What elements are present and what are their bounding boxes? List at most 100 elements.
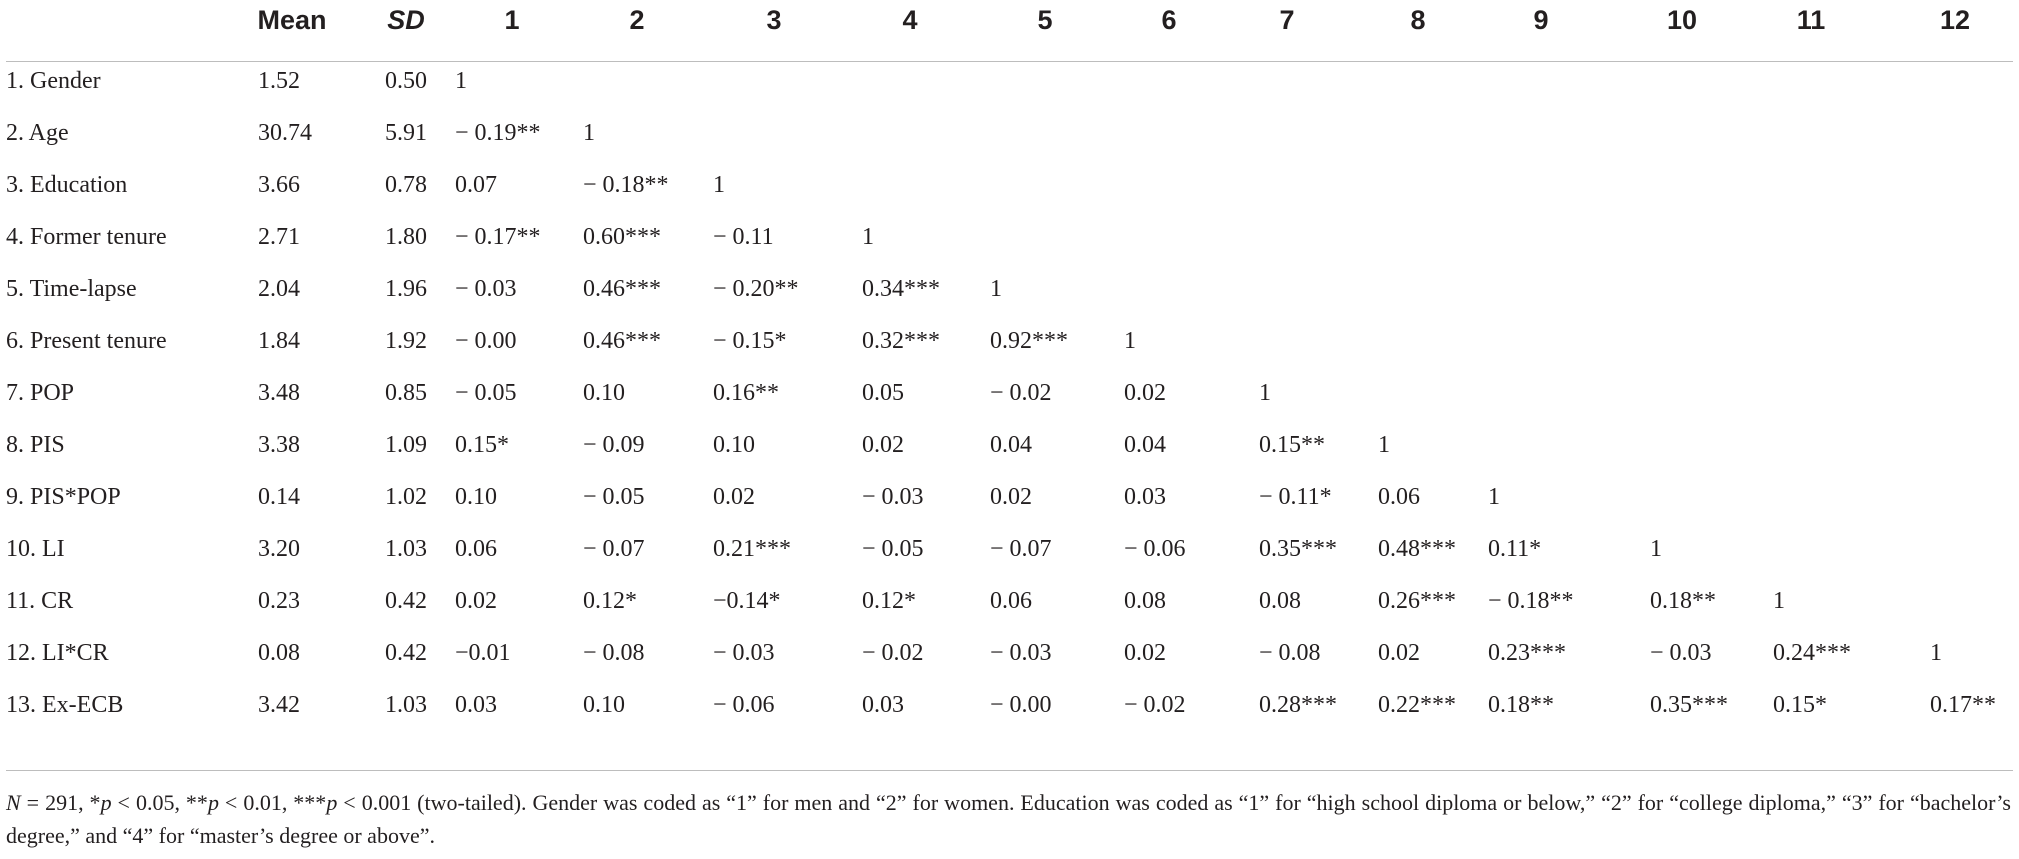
table-cell: 0.02 — [1124, 380, 1166, 406]
footnote-text: < 0.05, ** — [111, 790, 208, 815]
footnote-p: p — [326, 790, 338, 815]
table-cell: − 0.02 — [990, 380, 1052, 406]
table-cell: 1 — [990, 276, 1002, 302]
column-header: 3 — [766, 5, 782, 35]
table-cell: 1.52 — [258, 68, 300, 94]
table-cell: 0.26*** — [1378, 588, 1456, 614]
table-cell: − 0.03 — [713, 640, 775, 666]
table-cell: 0.21*** — [713, 536, 791, 562]
table-cell: 1.84 — [258, 328, 300, 354]
column-header: 6 — [1161, 5, 1177, 35]
table-cell: − 0.06 — [1124, 536, 1186, 562]
table-cell: 0.50 — [385, 68, 427, 94]
table-cell: 3.38 — [258, 432, 300, 458]
table-cell: 0.78 — [385, 172, 427, 198]
row-label: 9. PIS*POP — [6, 484, 121, 510]
row-label: 6. Present tenure — [6, 328, 167, 354]
table-cell: 0.42 — [385, 588, 427, 614]
table-cell: 0.08 — [1259, 588, 1301, 614]
row-label: 4. Former tenure — [6, 224, 167, 250]
row-label: 1. Gender — [6, 68, 101, 94]
column-header: 10 — [1666, 5, 1698, 35]
table-cell: 1 — [1124, 328, 1136, 354]
table-cell: 0.08 — [258, 640, 300, 666]
table-cell: − 0.19** — [455, 120, 541, 146]
table-cell: − 0.03 — [1650, 640, 1712, 666]
table-cell: 1 — [862, 224, 874, 250]
table-cell: 0.03 — [455, 692, 497, 718]
row-label: 11. CR — [6, 588, 74, 614]
table-cell: −0.01 — [455, 640, 511, 666]
table-cell: − 0.07 — [583, 536, 645, 562]
table-cell: − 0.11 — [713, 224, 774, 250]
table-cell: 1 — [1488, 484, 1500, 510]
row-label: 10. LI — [6, 536, 65, 562]
table-cell: 0.85 — [385, 380, 427, 406]
table-cell: − 0.08 — [1259, 640, 1321, 666]
table-cell: − 0.03 — [990, 640, 1052, 666]
table-cell: − 0.00 — [990, 692, 1052, 718]
table-cell: 0.02 — [862, 432, 904, 458]
table-cell: 0.02 — [455, 588, 497, 614]
table-cell: 0.15* — [455, 432, 509, 458]
table-cell: 0.12* — [583, 588, 637, 614]
column-header: SD — [387, 5, 425, 35]
table-cell: 1 — [1259, 380, 1271, 406]
table-cell: 1 — [1378, 432, 1390, 458]
table-cell: 5.91 — [385, 120, 427, 146]
table-cell: 0.16** — [713, 380, 779, 406]
table-cell: − 0.18** — [583, 172, 669, 198]
table-cell: 0.18** — [1488, 692, 1554, 718]
column-header: 1 — [504, 5, 520, 35]
table-cell: − 0.15* — [713, 328, 787, 354]
table-cell: 1 — [1650, 536, 1662, 562]
table-cell: 0.46*** — [583, 276, 661, 302]
table-cell: 0.08 — [1124, 588, 1166, 614]
row-label: 13. Ex-ECB — [6, 692, 124, 718]
table-cell: 0.46*** — [583, 328, 661, 354]
row-label: 7. POP — [6, 380, 75, 406]
table-cell: − 0.03 — [455, 276, 517, 302]
table-cell: 1.80 — [385, 224, 427, 250]
table-cell: − 0.20** — [713, 276, 799, 302]
column-header: 4 — [902, 5, 918, 35]
table-cell: 0.02 — [1378, 640, 1420, 666]
table-cell: − 0.08 — [583, 640, 645, 666]
table-cell: 0.06 — [990, 588, 1032, 614]
table-cell: 0.04 — [990, 432, 1032, 458]
table-cell: 0.35*** — [1650, 692, 1728, 718]
table-cell: − 0.02 — [1124, 692, 1186, 718]
row-label: 5. Time-lapse — [6, 276, 137, 302]
column-header: Mean — [257, 5, 327, 35]
table-cell: 0.17** — [1930, 692, 1996, 718]
table-footnote: N = 291, *p < 0.05, **p < 0.01, ***p < 0… — [6, 786, 2011, 852]
header-rule — [6, 61, 2013, 62]
table-cell: 0.12* — [862, 588, 916, 614]
table-cell: −0.14* — [713, 588, 781, 614]
row-label: 8. PIS — [6, 432, 65, 458]
table-cell: 3.20 — [258, 536, 300, 562]
table-cell: − 0.00 — [455, 328, 517, 354]
table-cell: 0.15* — [1773, 692, 1827, 718]
table-cell: 3.42 — [258, 692, 300, 718]
column-header: 5 — [1037, 5, 1053, 35]
table-cell: − 0.17** — [455, 224, 541, 250]
table-cell: − 0.02 — [862, 640, 924, 666]
table-cell: 1.03 — [385, 692, 427, 718]
table-cell: 0.02 — [990, 484, 1032, 510]
table-cell: − 0.09 — [583, 432, 645, 458]
table-cell: 1.96 — [385, 276, 427, 302]
table-cell: − 0.11* — [1259, 484, 1332, 510]
table-cell: 30.74 — [258, 120, 312, 146]
row-label: 12. LI*CR — [6, 640, 109, 666]
table-cell: 1.03 — [385, 536, 427, 562]
table-cell: 0.06 — [1378, 484, 1420, 510]
footnote-n: N — [6, 790, 21, 815]
row-label: 3. Education — [6, 172, 128, 198]
table-cell: 1 — [583, 120, 595, 146]
table-cell: 1.02 — [385, 484, 427, 510]
table-cell: − 0.06 — [713, 692, 775, 718]
table-cell: 0.28*** — [1259, 692, 1337, 718]
table-cell: 0.34*** — [862, 276, 940, 302]
table-cell: 1 — [1930, 640, 1942, 666]
